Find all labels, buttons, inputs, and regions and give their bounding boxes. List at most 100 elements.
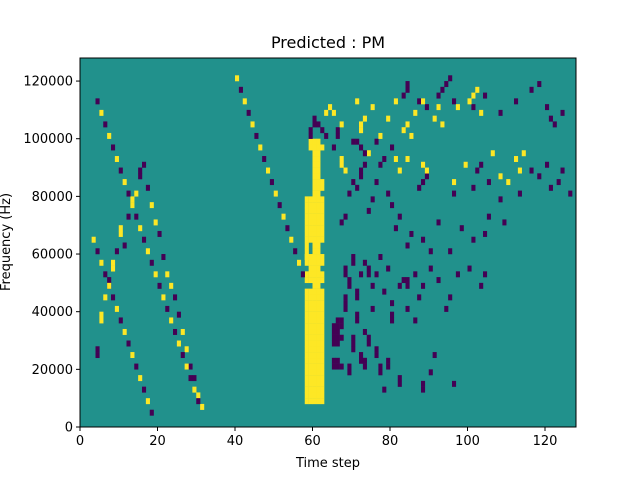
heatmap-cell [176, 311, 181, 318]
heatmap-cell [122, 179, 127, 186]
heatmap-cell [335, 317, 340, 324]
heatmap-cell [370, 196, 375, 203]
heatmap-cell [339, 219, 344, 226]
heatmap-cell [312, 363, 317, 370]
heatmap-cell [304, 213, 309, 220]
heatmap-cell [192, 375, 197, 382]
heatmap-cell [378, 132, 383, 139]
heatmap-cell [498, 196, 503, 203]
heatmap-cell [320, 259, 325, 266]
heatmap-cell [304, 380, 309, 387]
heatmap-cell [545, 104, 550, 111]
heatmap-cell [320, 352, 325, 359]
heatmap-cell [308, 317, 313, 324]
heatmap-cell [448, 248, 453, 255]
heatmap-cell [176, 340, 181, 347]
heatmap-cell [413, 109, 418, 116]
heatmap-cell [304, 277, 309, 284]
heatmap-cell [304, 288, 309, 295]
heatmap-cell [359, 173, 364, 180]
heatmap-cell [362, 150, 367, 157]
heatmap-cell [548, 115, 553, 122]
heatmap-cell [308, 375, 313, 382]
heatmap-cell [316, 144, 321, 151]
heatmap-cell [308, 202, 313, 209]
heatmap-cell [483, 230, 488, 237]
heatmap-cell [316, 375, 321, 382]
heatmap-cell [436, 104, 441, 111]
heatmap-cell [304, 357, 309, 364]
heatmap-cell [134, 190, 139, 197]
heatmap-cell [339, 156, 344, 162]
heatmap-cell [269, 179, 274, 186]
heatmap-cell [312, 173, 317, 180]
heatmap-cell [568, 190, 573, 197]
heatmap-cell [351, 138, 356, 145]
heatmap-cell [142, 161, 147, 168]
heatmap-cell [359, 121, 364, 128]
heatmap-background [80, 58, 576, 427]
heatmap-cell [355, 288, 360, 295]
heatmap-cell [126, 190, 131, 197]
heatmap-cell [347, 282, 352, 289]
heatmap-cell [138, 173, 143, 180]
heatmap-cell [560, 167, 565, 174]
heatmap-cell [421, 380, 426, 387]
heatmap-cell [335, 340, 340, 347]
heatmap-cell [308, 138, 313, 145]
heatmap-cell [312, 346, 317, 353]
heatmap-cell [304, 196, 309, 203]
heatmap-cell [316, 340, 321, 347]
heatmap-cell [145, 398, 150, 405]
heatmap-cell [308, 271, 313, 278]
heatmap-cell [366, 207, 371, 214]
heatmap-cell [320, 277, 325, 284]
heatmap-cell [390, 311, 395, 318]
heatmap-cell [130, 352, 135, 359]
heatmap-cell [347, 369, 352, 376]
heatmap-cell [312, 144, 317, 151]
x-tick-label: 0 [76, 434, 84, 449]
heatmap-cell [316, 282, 321, 289]
x-tick-label: 20 [149, 434, 166, 449]
heatmap-cell [149, 409, 154, 416]
heatmap-cell [370, 282, 375, 289]
heatmap-cell [316, 369, 321, 376]
heatmap-cell [312, 288, 317, 295]
heatmap-cell [486, 213, 491, 220]
x-tick-label: 40 [227, 434, 244, 449]
heatmap-cell [316, 184, 321, 191]
heatmap-cell [320, 328, 325, 335]
heatmap-cell [316, 190, 321, 197]
heatmap-cell [335, 357, 340, 364]
y-tick-label: 80000 [32, 190, 73, 205]
heatmap-cell [312, 334, 317, 341]
heatmap-cell [320, 392, 325, 399]
heatmap-cell [149, 202, 154, 209]
heatmap-cell [413, 317, 418, 324]
heatmap-cell [304, 340, 309, 347]
heatmap-cell [308, 259, 313, 266]
heatmap-cell [320, 184, 325, 191]
heatmap-cell [347, 363, 352, 370]
heatmap-cell [304, 248, 309, 255]
heatmap-cell [188, 375, 193, 382]
heatmap-cell [378, 161, 383, 168]
heatmap-cell [428, 265, 433, 272]
heatmap-cell [304, 305, 309, 312]
heatmap-cell [99, 311, 104, 318]
heatmap-cell [312, 259, 317, 266]
x-axis-label: Time step [295, 456, 360, 471]
heatmap-cell [351, 334, 356, 341]
heatmap-cell [386, 190, 391, 197]
heatmap-cell [304, 311, 309, 318]
heatmap-cell [188, 363, 193, 370]
y-tick-label: 60000 [32, 248, 73, 263]
heatmap-cell [440, 121, 445, 128]
heatmap-cell [355, 294, 360, 301]
heatmap-cell [308, 305, 313, 312]
heatmap-cell [107, 132, 112, 139]
heatmap-cell [471, 236, 476, 243]
heatmap-cell [320, 271, 325, 278]
heatmap-cell [331, 109, 336, 116]
